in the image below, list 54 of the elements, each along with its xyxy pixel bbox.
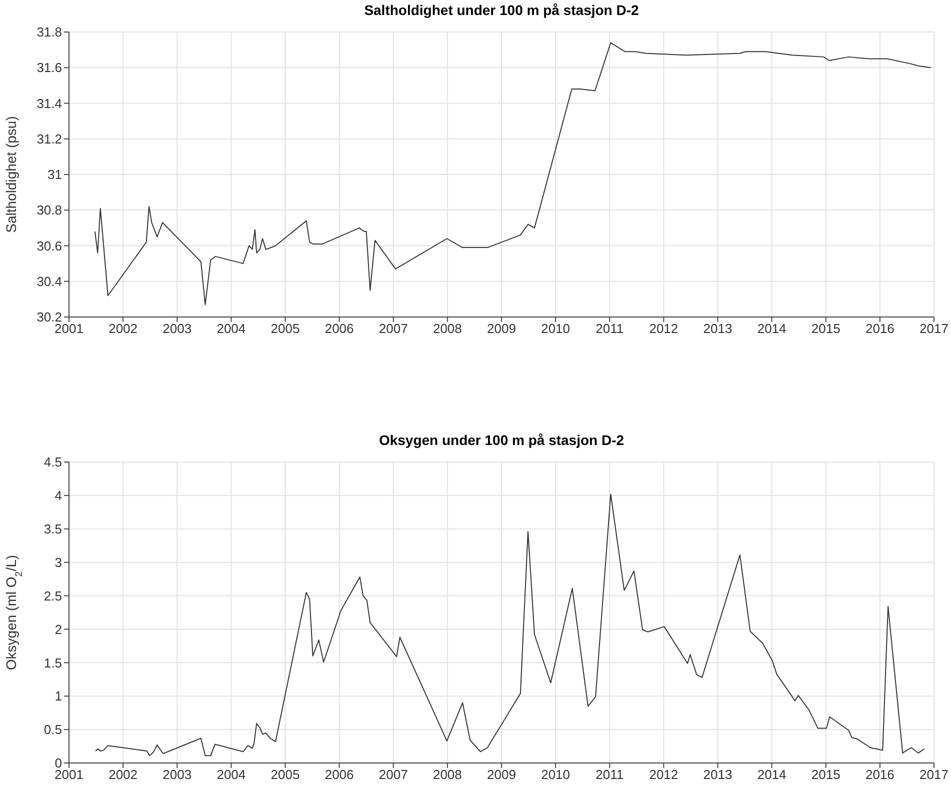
x-tick-label: 2010 [541,767,570,782]
x-tick-label: 2017 [920,321,948,336]
x-tick-label: 2004 [216,321,246,336]
y-tick-label: 0.5 [44,722,62,738]
y-tick-label: 31.2 [36,131,62,146]
x-tick-label: 2008 [432,767,462,782]
x-tick-label: 2016 [865,321,894,336]
y-axis-title: Saltholdighet (psu) [3,116,19,233]
x-tick-label: 2014 [757,321,786,336]
x-tick-label: 2005 [270,767,300,782]
x-tick-label: 2007 [378,767,408,782]
x-tick-label: 2015 [811,321,840,336]
y-tick-label: 31.4 [36,96,62,111]
y-tick-label: 31.8 [36,24,62,40]
x-tick-label: 2003 [162,321,192,336]
y-tick-label: 31 [48,167,62,182]
x-tick-label: 2010 [541,321,570,336]
y-tick-label: 30.6 [36,238,62,254]
x-tick-label: 2013 [703,321,732,336]
y-tick-label: 4.5 [44,454,62,470]
x-tick-label: 2002 [108,321,138,336]
y-tick-label: 2 [54,622,62,637]
x-tick-label: 2014 [757,767,786,782]
chart-title: Saltholdighet under 100 m på stasjon D-2 [363,2,640,18]
x-tick-label: 2017 [920,767,948,782]
x-tick-label: 2012 [649,767,678,782]
x-tick-label: 2009 [487,767,516,782]
x-tick-label: 2012 [649,321,678,336]
y-tick-label: 31.6 [36,60,62,76]
chart-title: Oksygen under 100 m på stasjon D-2 [378,432,626,448]
x-tick-label: 2009 [487,321,516,336]
x-tick-label: 2011 [596,767,624,782]
x-tick-label: 2004 [216,767,246,782]
y-tick-label: 1 [54,688,62,704]
y-tick-label: 1.5 [44,655,62,670]
y-tick-label: 2.5 [44,588,62,604]
y-tick-label: 3 [54,554,62,570]
x-tick-label: 2002 [108,767,138,782]
x-tick-label: 2003 [162,767,192,782]
y-tick-label: 30.4 [36,274,62,289]
x-tick-label: 2016 [865,767,894,782]
x-tick-label: 2015 [811,767,840,782]
y-tick-label: 30.8 [36,202,62,218]
y-tick-label: 3.5 [44,522,62,537]
x-tick-label: 2008 [432,321,462,336]
x-tick-label: 2011 [596,321,624,336]
line-series [94,494,925,756]
x-tick-label: 2006 [324,321,354,336]
x-tick-label: 2013 [703,767,732,782]
x-tick-label: 2006 [324,767,354,782]
x-tick-label: 2005 [270,321,300,336]
line-series [94,42,932,306]
x-tick-label: 2007 [378,321,408,336]
y-tick-label: 4 [54,488,62,504]
